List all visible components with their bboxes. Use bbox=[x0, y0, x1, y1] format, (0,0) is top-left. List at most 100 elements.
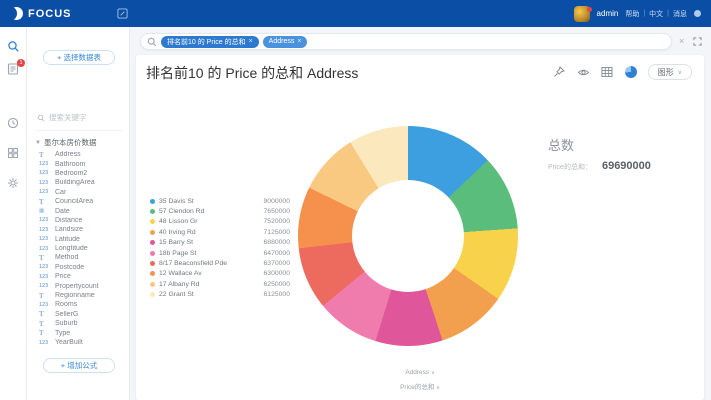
message-icon[interactable] bbox=[694, 10, 701, 17]
field-row-car[interactable]: 123 Car bbox=[39, 188, 127, 197]
settings-gear-icon[interactable] bbox=[7, 177, 20, 190]
expand-icon[interactable] bbox=[693, 37, 702, 46]
chevron-down-icon: ∨ bbox=[436, 385, 440, 391]
table-name: 墨尔本房价数据 bbox=[43, 138, 97, 147]
search-icon[interactable] bbox=[7, 40, 20, 53]
text-type-icon: T bbox=[39, 253, 44, 262]
legend-dot bbox=[150, 209, 155, 215]
field-row-councilarea[interactable]: T CouncilArea bbox=[39, 197, 127, 206]
logo-crescent-icon bbox=[6, 7, 23, 20]
axis-selector-dimension[interactable]: Address ∨ bbox=[136, 369, 704, 376]
legend-item[interactable]: 18b Page St 6470000 bbox=[150, 248, 290, 258]
number-type-icon: 123 bbox=[39, 226, 49, 233]
text-type-icon: T bbox=[39, 329, 44, 338]
insight-eye-icon[interactable] bbox=[577, 66, 590, 79]
search-token[interactable]: 排名前10 的 Price 的总和 × bbox=[161, 35, 259, 48]
legend-value: 6300000 bbox=[263, 270, 290, 278]
topbar-links: 帮助 | 中文 | 消息 bbox=[625, 9, 687, 19]
search-token[interactable]: Address × bbox=[262, 35, 308, 48]
field-row-regionname[interactable]: T Regionname bbox=[39, 291, 127, 300]
pie-chart-icon[interactable] bbox=[624, 66, 637, 78]
legend-dot bbox=[150, 281, 155, 287]
field-row-price[interactable]: 123 Price bbox=[39, 272, 127, 281]
legend-value: 7520000 bbox=[263, 218, 290, 226]
legend-item[interactable]: 48 Lisson Gr 7520000 bbox=[150, 217, 290, 227]
username[interactable]: admin bbox=[596, 9, 619, 18]
logo-text: FOCUS bbox=[28, 7, 72, 20]
legend-item[interactable]: 8/17 Beaconsfield Pde 6370000 bbox=[150, 258, 290, 268]
field-row-longtitude[interactable]: 123 Longtitude bbox=[39, 244, 127, 253]
field-label: Landsize bbox=[55, 226, 84, 234]
field-label: Date bbox=[55, 207, 70, 215]
total-label: 总数 bbox=[548, 138, 575, 153]
table-view-icon[interactable] bbox=[601, 66, 614, 79]
link-separator: | bbox=[643, 10, 646, 17]
text-type-icon: T bbox=[39, 197, 44, 206]
field-row-landsize[interactable]: 123 Landsize bbox=[39, 225, 127, 234]
field-row-latitude[interactable]: 123 Latitude bbox=[39, 235, 127, 244]
legend-dot bbox=[150, 261, 155, 267]
legend-item[interactable]: 12 Wallace Av 6300000 bbox=[150, 269, 290, 279]
field-row-type[interactable]: T Type bbox=[39, 328, 127, 337]
field-row-propertycount[interactable]: 123 Propertycount bbox=[39, 281, 127, 290]
worksheet-icon[interactable]: 1 bbox=[7, 59, 25, 76]
field-label: Rooms bbox=[55, 301, 78, 309]
field-row-bathroom[interactable]: 123 Bathroom bbox=[39, 159, 127, 168]
topbar-link[interactable]: 帮助 bbox=[625, 10, 640, 18]
number-type-icon: 123 bbox=[39, 339, 49, 346]
field-label: Address bbox=[55, 151, 81, 159]
field-label: Car bbox=[55, 188, 67, 196]
number-type-icon: 123 bbox=[39, 161, 49, 168]
edit-icon[interactable] bbox=[116, 8, 128, 19]
column-search-input[interactable] bbox=[49, 113, 113, 122]
legend-item[interactable]: 17 Albany Rd 6250000 bbox=[150, 279, 290, 289]
token-remove-icon[interactable]: × bbox=[248, 38, 253, 45]
token-remove-icon[interactable]: × bbox=[297, 38, 302, 45]
field-row-yearbuilt[interactable]: 123 YearBuilt bbox=[39, 338, 127, 347]
total-field-label: Price的总和： bbox=[548, 164, 592, 171]
history-icon[interactable] bbox=[7, 117, 20, 130]
question-searchbar[interactable]: 排名前10 的 Price 的总和 × Address × bbox=[140, 33, 672, 50]
topbar-link[interactable]: 消息 bbox=[673, 10, 687, 18]
field-label: Method bbox=[55, 254, 79, 262]
select-table-button[interactable]: + 选择数据表 bbox=[43, 50, 115, 65]
field-row-postcode[interactable]: 123 Postcode bbox=[39, 263, 127, 272]
legend-item[interactable]: 35 Davis St 9000000 bbox=[150, 196, 290, 206]
table-tree-root[interactable]: ▼ 墨尔本房价数据 bbox=[35, 137, 96, 148]
field-label: Type bbox=[55, 329, 71, 337]
field-row-method[interactable]: T Method bbox=[39, 253, 127, 262]
field-row-date[interactable]: ▦ Date bbox=[39, 206, 127, 215]
field-row-buildingarea[interactable]: 123 BuildingArea bbox=[39, 178, 127, 187]
chart-type-dropdown[interactable]: 图形 ∨ bbox=[647, 64, 692, 80]
topbar-link[interactable]: 中文 bbox=[649, 10, 664, 18]
field-row-distance[interactable]: 123 Distance bbox=[39, 216, 127, 225]
user-avatar[interactable] bbox=[573, 5, 592, 22]
field-label: YearBuilt bbox=[55, 339, 83, 346]
chart-legend: 35 Davis St 9000000 57 Clendon Rd 7650000 48… bbox=[150, 196, 290, 300]
clear-search-icon[interactable]: × bbox=[679, 36, 685, 46]
column-search[interactable] bbox=[37, 111, 121, 124]
text-type-icon: T bbox=[39, 291, 44, 300]
field-list: T Address 123 Bathroom 123 Bedroom2 123 Buildin… bbox=[39, 150, 127, 347]
text-type-icon: T bbox=[39, 150, 44, 159]
field-row-sellerg[interactable]: T SellerG bbox=[39, 310, 127, 319]
add-formula-button[interactable]: + 增加公式 bbox=[43, 358, 115, 373]
legend-label: 17 Albany Rd bbox=[159, 280, 200, 288]
legend-item[interactable]: 40 Irving Rd 7125000 bbox=[150, 227, 290, 237]
legend-label: 18b Page St bbox=[159, 249, 197, 257]
search-token-list: 排名前10 的 Price 的总和 × Address × bbox=[161, 35, 308, 48]
field-row-rooms[interactable]: 123 Rooms bbox=[39, 300, 127, 309]
legend-label: 15 Barry St bbox=[159, 239, 193, 247]
legend-item[interactable]: 15 Barry St 6880000 bbox=[150, 238, 290, 248]
field-row-address[interactable]: T Address bbox=[39, 150, 127, 159]
legend-item[interactable]: 22 Grant St 6125000 bbox=[150, 290, 290, 300]
legend-label: 22 Grant St bbox=[159, 291, 194, 299]
axis-selector-measure[interactable]: Price的总和 ∨ bbox=[136, 381, 704, 391]
apps-grid-icon[interactable] bbox=[7, 147, 20, 160]
field-label: Distance bbox=[55, 216, 83, 224]
pin-icon[interactable] bbox=[553, 65, 566, 79]
field-row-suburb[interactable]: T Suburb bbox=[39, 319, 127, 328]
date-type-icon: ▦ bbox=[39, 208, 45, 215]
field-row-bedroom2[interactable]: 123 Bedroom2 bbox=[39, 169, 127, 178]
legend-item[interactable]: 57 Clendon Rd 7650000 bbox=[150, 206, 290, 216]
